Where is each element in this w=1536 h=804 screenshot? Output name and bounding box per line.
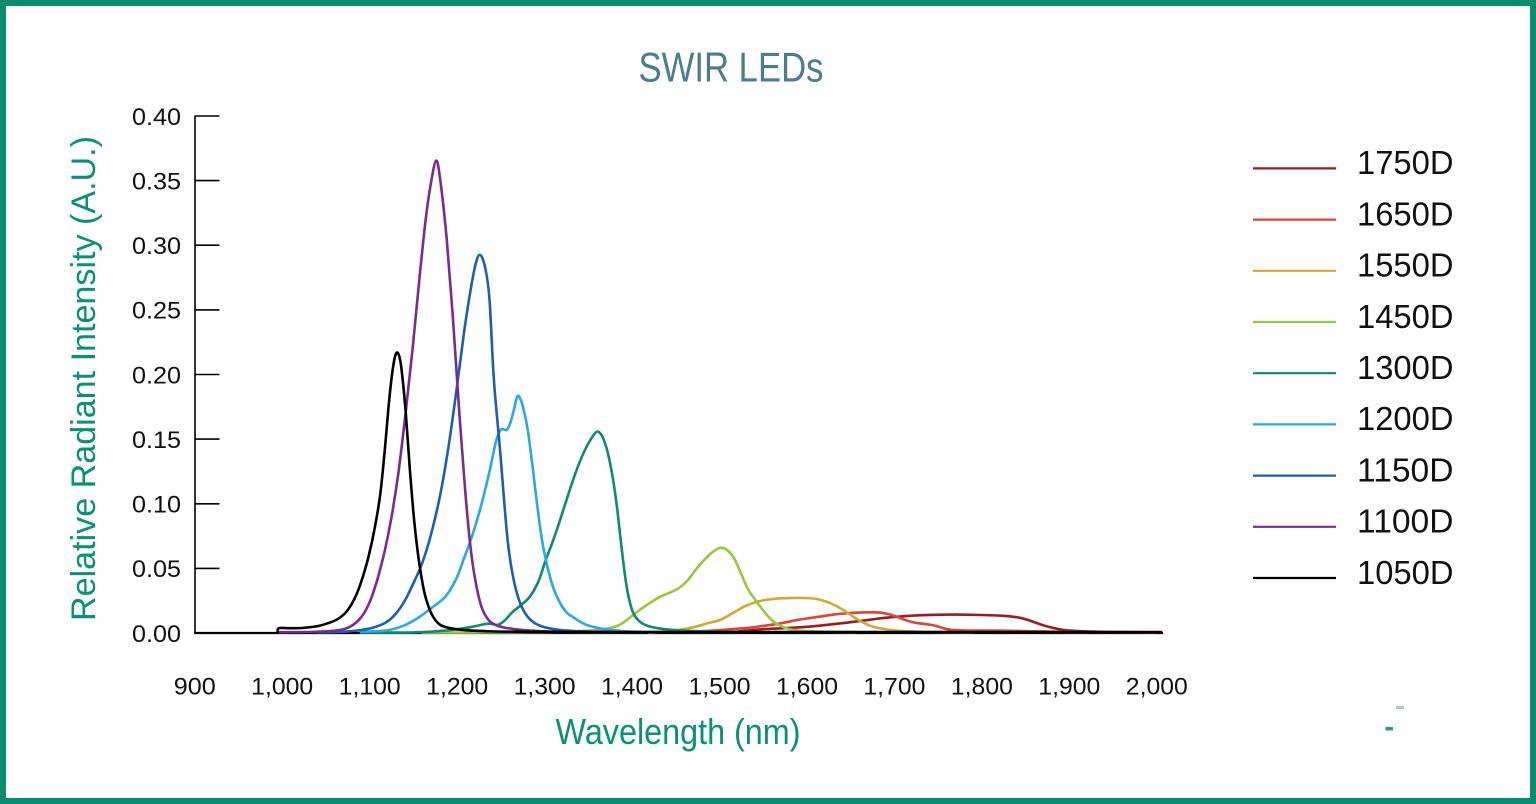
svg-text:0.30: 0.30 [132,233,181,260]
svg-text:0.25: 0.25 [132,298,181,325]
svg-text:1150D: 1150D [1357,452,1454,489]
svg-text:900: 900 [174,674,216,701]
svg-text:0.40: 0.40 [132,104,181,131]
svg-text:0.10: 0.10 [132,492,181,519]
svg-text:1300D: 1300D [1357,350,1454,387]
svg-text:0.20: 0.20 [132,362,181,389]
svg-text:1550D: 1550D [1357,248,1454,285]
svg-text:1750D: 1750D [1357,145,1454,182]
svg-text:1,900: 1,900 [1038,674,1100,701]
svg-text:1100D: 1100D [1357,504,1454,541]
svg-text:Relative Radiant Intensity (A.: Relative Radiant Intensity (A.U.) [65,136,103,621]
svg-text:1200D: 1200D [1357,401,1454,438]
svg-text:1,000: 1,000 [251,674,313,701]
svg-text:1,500: 1,500 [689,674,751,701]
svg-text:1,300: 1,300 [514,674,576,701]
svg-text:1,700: 1,700 [863,674,925,701]
svg-text:Wavelength (nm): Wavelength (nm) [556,711,801,752]
svg-text:1650D: 1650D [1357,196,1454,233]
svg-text:1,600: 1,600 [776,674,838,701]
svg-text:1450D: 1450D [1357,299,1454,336]
svg-text:1,400: 1,400 [601,674,663,701]
svg-text:SWIR LEDs: SWIR LEDs [639,44,824,91]
svg-text:0.05: 0.05 [132,556,181,583]
svg-text:1,800: 1,800 [951,674,1013,701]
svg-text:0.15: 0.15 [132,427,181,454]
svg-text:0.35: 0.35 [132,168,181,195]
svg-text:2,000: 2,000 [1126,674,1188,701]
svg-text:1,200: 1,200 [426,674,488,701]
svg-text:0.00: 0.00 [132,621,181,648]
svg-text:1,100: 1,100 [339,674,401,701]
svg-text:1050D: 1050D [1357,555,1454,592]
